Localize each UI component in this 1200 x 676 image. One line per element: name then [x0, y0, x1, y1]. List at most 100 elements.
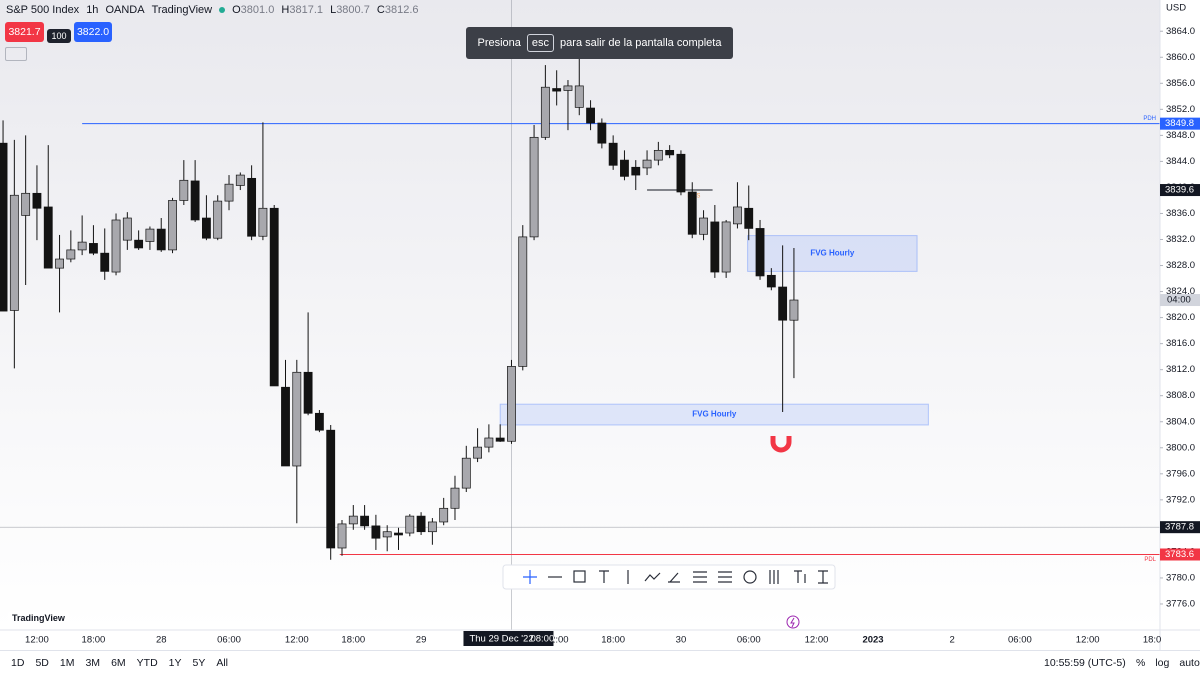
- y-tick-label: 3832.0: [1166, 234, 1195, 245]
- time-range-button[interactable]: 5Y: [192, 657, 206, 669]
- level-axis-label: [1160, 117, 1200, 130]
- candle-body: [326, 429, 336, 549]
- candle: [394, 527, 403, 550]
- scale-button[interactable]: log: [1155, 657, 1170, 669]
- candle: [416, 512, 426, 535]
- time-range-button[interactable]: 5D: [35, 657, 49, 669]
- candle: [631, 160, 641, 191]
- candle-body: [608, 142, 618, 166]
- y-tick-label: 3812.0: [1166, 364, 1195, 375]
- candle: [778, 245, 788, 412]
- candle: [540, 65, 550, 140]
- candle: [687, 182, 697, 239]
- time-range-button[interactable]: 1M: [59, 657, 75, 669]
- candle-body: [382, 531, 392, 538]
- toast-key: esc: [526, 34, 555, 52]
- interval[interactable]: 1h: [86, 4, 99, 16]
- candle-body: [642, 159, 652, 169]
- y-tick-label: 3776.0: [1166, 598, 1195, 609]
- candle-body: [789, 299, 799, 321]
- currency: USD: [1166, 3, 1186, 14]
- candle-body: [461, 457, 471, 489]
- candle-body: [303, 371, 313, 414]
- sell-button[interactable]: 3821.7: [5, 22, 44, 42]
- symbol[interactable]: S&P 500 Index: [6, 4, 80, 16]
- fullscreen-toast: Presiona esc para salir de la pantalla c…: [466, 27, 733, 59]
- candle: [676, 150, 686, 196]
- time-range-button[interactable]: 1D: [11, 657, 25, 669]
- candle: [529, 124, 539, 241]
- collapse-button[interactable]: [5, 47, 27, 61]
- y-tick-label: 3820.0: [1166, 312, 1195, 323]
- candle-body: [653, 149, 663, 161]
- toast-text: para salir de la pantalla completa: [560, 37, 722, 49]
- time-range-button[interactable]: 6M: [111, 657, 126, 669]
- y-tick-label: 3836.0: [1166, 208, 1195, 219]
- scale-button[interactable]: auto: [1179, 657, 1200, 669]
- candle: [168, 197, 177, 254]
- x-tick-label: 06:00: [217, 635, 241, 646]
- y-tick-label: 3864.0: [1166, 26, 1195, 37]
- y-tick-label: 3844.0: [1166, 156, 1195, 167]
- candle-body: [145, 228, 155, 242]
- ohlc-value: 3812.6: [384, 4, 419, 16]
- candle: [100, 228, 110, 280]
- candle-body: [66, 249, 76, 260]
- ohlc-value: 3801.0: [240, 4, 275, 16]
- x-tick-label: 18:0: [1143, 635, 1162, 646]
- candle: [495, 424, 505, 442]
- level-axis-text: 3849.8: [1165, 118, 1194, 129]
- candle: [574, 57, 584, 116]
- candle-body: [540, 86, 550, 138]
- countdown-bg: [1160, 294, 1200, 307]
- level-name: PDL: [1144, 557, 1156, 563]
- candle: [224, 175, 234, 211]
- time-range-button[interactable]: YTD: [136, 657, 158, 669]
- magnet-icon: [770, 436, 792, 453]
- candle-body: [43, 206, 53, 269]
- scale-button[interactable]: %: [1136, 657, 1146, 669]
- candle: [507, 359, 516, 444]
- candle: [405, 514, 415, 537]
- candle: [303, 312, 313, 416]
- candle-body: [733, 206, 742, 225]
- x-tick-label: 28: [156, 635, 167, 646]
- y-tick-label: 3780.0: [1166, 572, 1195, 583]
- quantity[interactable]: 100: [47, 29, 71, 43]
- clock: 10:55:59 (UTC-5): [1044, 657, 1126, 669]
- x-tick-label: 18:00: [82, 635, 106, 646]
- y-tick-label: 3856.0: [1166, 78, 1195, 89]
- candle-body: [371, 525, 381, 539]
- candle: [43, 145, 53, 269]
- candle-body: [529, 136, 539, 238]
- candle: [235, 172, 245, 191]
- candle: [9, 139, 19, 369]
- candle-body: [89, 243, 98, 254]
- candle-body: [247, 177, 257, 237]
- crosshair-price-bg: [1160, 521, 1200, 534]
- time-range-button[interactable]: All: [216, 657, 229, 669]
- candle: [77, 215, 87, 256]
- time-range-button[interactable]: 1Y: [168, 657, 182, 669]
- buy-button[interactable]: 3822.0: [74, 22, 112, 42]
- y-tick-label: 3824.0: [1166, 286, 1195, 297]
- candle: [710, 205, 720, 278]
- x-tick-label: 12:00: [545, 635, 569, 646]
- y-tick-label: 3808.0: [1166, 390, 1195, 401]
- candle: [653, 141, 663, 166]
- candle-body: [427, 521, 437, 533]
- candle-body: [292, 371, 302, 467]
- candle: [292, 359, 302, 524]
- time-range-button[interactable]: 3M: [85, 657, 101, 669]
- candle: [766, 268, 776, 291]
- candle-body: [77, 241, 87, 251]
- candle-body: [9, 194, 19, 311]
- ohlc-key: O: [232, 4, 241, 16]
- logo[interactable]: TradingView: [8, 611, 69, 625]
- candle: [450, 475, 460, 521]
- candle-body: [450, 487, 460, 509]
- candle: [597, 118, 607, 149]
- x-tick-label: 18:00: [601, 635, 625, 646]
- candle: [733, 182, 742, 229]
- y-tick-label: 3860.0: [1166, 52, 1195, 63]
